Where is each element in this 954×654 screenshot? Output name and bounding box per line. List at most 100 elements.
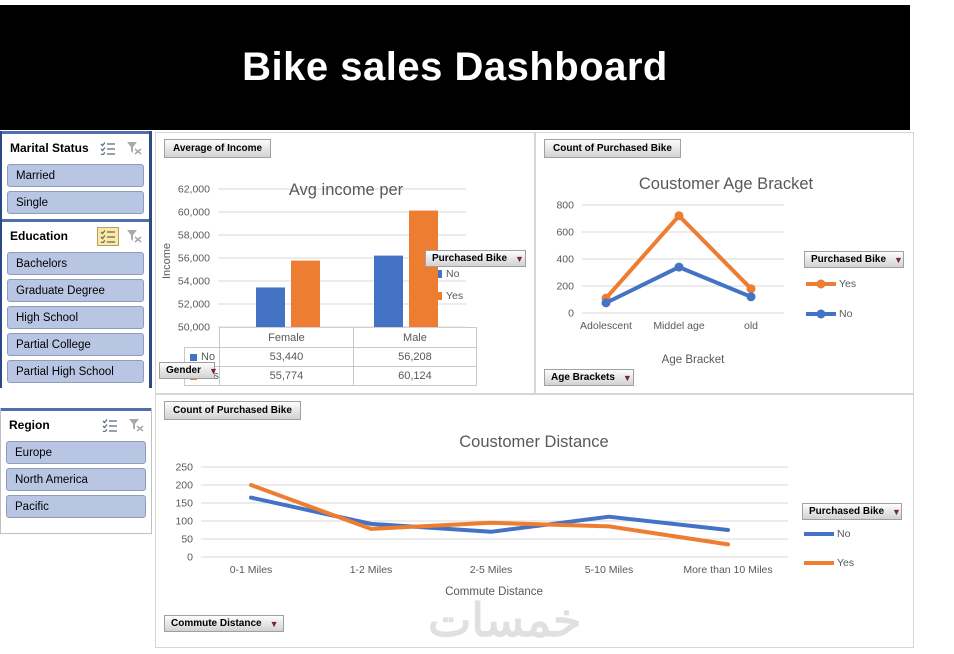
multi-select-icon[interactable] (97, 226, 119, 246)
chevron-down-icon: ▼ (894, 254, 903, 265)
table-cell: 56,208 (352, 347, 477, 367)
slicer-option[interactable]: Pacific (6, 495, 146, 518)
table-row: No 53,440 56,208 (184, 347, 477, 367)
svg-text:Middel age: Middel age (653, 320, 705, 332)
legend-label: Yes (837, 557, 855, 569)
svg-text:250: 250 (175, 462, 193, 474)
commute-distance-axis-dropdown[interactable]: Commute Distance ▼ (164, 615, 284, 632)
svg-text:800: 800 (556, 200, 574, 212)
svg-text:52,000: 52,000 (178, 299, 210, 311)
chevron-down-icon: ▼ (892, 506, 901, 517)
legend-entry-no: No (804, 523, 854, 545)
svg-text:Adolescent: Adolescent (580, 320, 632, 332)
legend-label: Yes (839, 278, 857, 290)
legend-key-yes (806, 279, 836, 289)
pivot-field-button[interactable]: Count of Purchased Bike (164, 401, 301, 420)
legend-entry-no: No (434, 263, 463, 285)
svg-text:0: 0 (568, 308, 574, 320)
slicer-option[interactable]: Married (7, 164, 144, 187)
title-banner: Bike sales Dashboard (0, 5, 910, 130)
svg-text:Coustomer Distance: Coustomer Distance (459, 433, 608, 451)
legend-label: No (446, 268, 460, 280)
slicer-option[interactable]: Graduate Degree (7, 279, 144, 302)
dropdown-label: Purchased Bike (432, 253, 508, 264)
slicer-option[interactable]: Partial College (7, 333, 144, 356)
slicer-header: Education (2, 222, 149, 248)
svg-text:2-5 Miles: 2-5 Miles (470, 564, 513, 576)
table-header-male: Male (352, 327, 477, 348)
svg-text:0: 0 (187, 552, 193, 564)
svg-text:56,000: 56,000 (178, 253, 210, 265)
chevron-down-icon: ▼ (209, 365, 218, 376)
svg-text:62,000: 62,000 (178, 184, 210, 196)
chart-panel-age-bracket: 0 200 400 600 800 Coustomer Age Bracket Adoles… (535, 132, 914, 394)
slicer-title: Region (9, 418, 50, 432)
svg-text:600: 600 (556, 227, 574, 239)
legend: No Yes (434, 263, 463, 307)
purchased-bike-dropdown[interactable]: Purchased Bike ▼ (804, 251, 904, 268)
legend-entry-yes: Yes (804, 552, 854, 574)
legend-entry-yes: Yes (806, 273, 856, 295)
chevron-down-icon: ▼ (269, 618, 279, 629)
chart-panel-avg-income: 50,000 52,000 54,000 56,000 58,000 60,000 62,0… (155, 132, 535, 394)
svg-text:50: 50 (181, 534, 193, 546)
clear-filter-icon[interactable] (125, 416, 147, 435)
legend-label: Yes (446, 290, 464, 302)
legend-label: No (837, 528, 851, 540)
legend-label: No (839, 308, 853, 320)
slicer-marital-status: Marital Status Married Single (2, 131, 149, 219)
svg-text:Age Bracket: Age Bracket (662, 354, 725, 366)
slicer-option[interactable]: High School (7, 306, 144, 329)
legend: No Yes (804, 523, 854, 574)
svg-text:100: 100 (175, 516, 193, 528)
slicer-option[interactable]: Single (7, 191, 144, 214)
svg-text:58,000: 58,000 (178, 230, 210, 242)
slicer-option[interactable]: North America (6, 468, 146, 491)
svg-text:5-10 Miles: 5-10 Miles (585, 564, 633, 576)
legend-entry-yes: Yes (434, 285, 463, 307)
purchased-bike-dropdown[interactable]: Purchased Bike ▼ (425, 250, 526, 267)
svg-text:1-2 Miles: 1-2 Miles (350, 564, 393, 576)
table-cell: 60,124 (352, 366, 477, 386)
svg-text:60,000: 60,000 (178, 207, 210, 219)
slicer-option[interactable]: Bachelors (7, 252, 144, 275)
slicer-title: Marital Status (10, 141, 89, 155)
slicer-header: Marital Status (2, 134, 149, 160)
dropdown-label: Purchased Bike (811, 254, 887, 265)
table-header-female: Female (218, 327, 354, 348)
dropdown-label: Gender (166, 365, 202, 376)
gender-axis-dropdown[interactable]: Gender ▼ (159, 362, 218, 379)
svg-text:200: 200 (175, 480, 193, 492)
table-cell: 53,440 (218, 347, 354, 367)
legend-entry-no: No (806, 303, 856, 325)
purchased-bike-dropdown[interactable]: Purchased Bike ▼ (802, 503, 902, 520)
svg-text:54,000: 54,000 (178, 276, 210, 288)
svg-text:More than 10 Miles: More than 10 Miles (683, 564, 772, 576)
multi-select-icon[interactable] (99, 416, 121, 435)
table-row: Yes 55,774 60,124 (184, 366, 477, 386)
legend: Yes No (806, 273, 856, 325)
slicer-option[interactable]: Europe (6, 441, 146, 464)
chart-panel-distance: 0 50 100 150 200 250 Coustomer Distance 0-1 Mil… (155, 394, 914, 648)
slicer-option[interactable]: Partial High School (7, 360, 144, 383)
clear-filter-icon[interactable] (123, 139, 145, 158)
legend-key-no (434, 270, 442, 278)
svg-text:200: 200 (556, 281, 574, 293)
svg-text:Income: Income (161, 243, 173, 279)
svg-text:Avg income per: Avg income per (289, 181, 404, 199)
multi-select-icon[interactable] (97, 139, 119, 158)
clear-filter-icon[interactable] (123, 227, 145, 246)
slicer-group-region: Region Europe North America Pacific (0, 408, 152, 534)
pivot-field-button[interactable]: Average of Income (164, 139, 272, 158)
data-table: Female Male No 53,440 56,208 Yes 55,774 … (184, 327, 477, 386)
slicer-region: Region Europe North America Pacific (1, 408, 151, 533)
legend-key-yes (804, 561, 834, 565)
age-brackets-axis-dropdown[interactable]: Age Brackets ▼ (544, 369, 634, 386)
pivot-field-button[interactable]: Count of Purchased Bike (544, 139, 681, 158)
dropdown-label: Commute Distance (171, 618, 262, 629)
svg-text:150: 150 (175, 498, 193, 510)
chevron-down-icon: ▼ (515, 253, 524, 264)
svg-text:old: old (744, 320, 758, 332)
svg-text:400: 400 (556, 254, 574, 266)
